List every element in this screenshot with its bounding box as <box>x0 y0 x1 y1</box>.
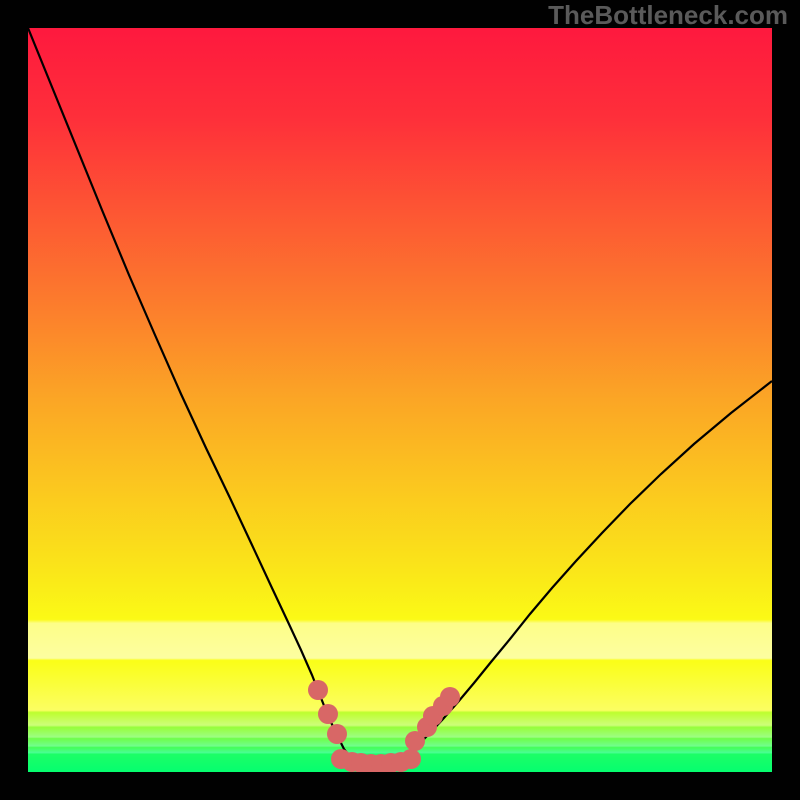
curve-marker <box>327 724 347 744</box>
curve-marker <box>440 687 460 707</box>
curve-marker <box>308 680 328 700</box>
curve-marker <box>401 749 421 769</box>
watermark-text: TheBottleneck.com <box>548 0 788 30</box>
curve-marker <box>318 704 338 724</box>
bottleneck-chart: TheBottleneck.com <box>0 0 800 800</box>
chart-plot-area <box>28 28 772 772</box>
